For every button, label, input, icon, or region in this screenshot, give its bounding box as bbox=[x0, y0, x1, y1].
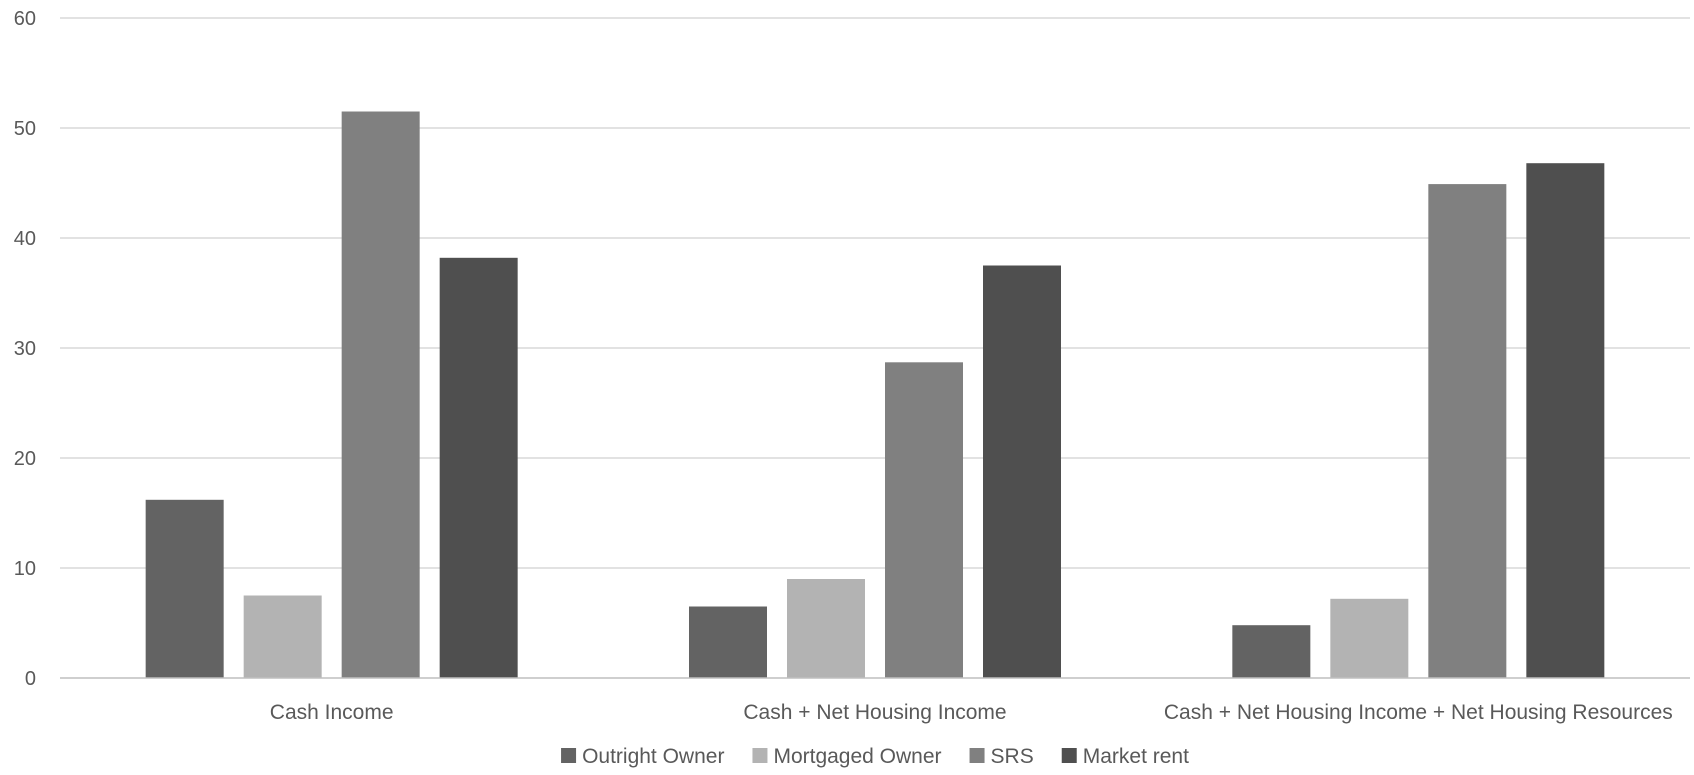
y-tick-label: 10 bbox=[14, 558, 36, 580]
bar-mortgaged-owner bbox=[243, 595, 322, 678]
x-axis-category-labels: Cash Income Cash + Net Housing Income Cash… bbox=[270, 701, 1673, 724]
bar-market-rent bbox=[983, 265, 1061, 678]
bar-market-rent bbox=[1526, 163, 1605, 678]
legend-swatch bbox=[561, 748, 577, 763]
legend: Outright Owner Mortgaged Owner SRS Market r… bbox=[561, 745, 1189, 768]
y-tick-label: 50 bbox=[14, 118, 36, 140]
bar-outright-owner bbox=[145, 499, 224, 678]
y-tick-label: 20 bbox=[14, 448, 36, 470]
y-tick-label: 40 bbox=[14, 228, 36, 250]
x-category-label: Cash + Net Housing Income + Net Housing … bbox=[1164, 701, 1673, 724]
x-category-label: Cash Income bbox=[270, 701, 394, 724]
bar-outright-owner bbox=[1232, 625, 1311, 678]
bars bbox=[145, 111, 1605, 678]
bar-outright-owner bbox=[689, 606, 767, 678]
bar-mortgaged-owner bbox=[787, 579, 865, 678]
legend-label: SRS bbox=[991, 745, 1034, 768]
legend-label: Mortgaged Owner bbox=[773, 745, 941, 768]
bar-srs bbox=[1428, 184, 1507, 678]
gridlines bbox=[60, 17, 1690, 569]
y-tick-label: 30 bbox=[14, 338, 36, 360]
legend-swatch bbox=[1061, 748, 1077, 763]
bar-mortgaged-owner bbox=[1330, 598, 1409, 678]
y-axis-ticks: 0 10 20 30 40 50 60 bbox=[14, 8, 36, 690]
bar-srs bbox=[885, 362, 963, 678]
legend-swatch bbox=[969, 748, 985, 763]
bar-market-rent bbox=[439, 257, 518, 678]
legend-label: Outright Owner bbox=[582, 745, 724, 768]
bar-srs bbox=[341, 111, 420, 678]
legend-label: Market rent bbox=[1083, 745, 1189, 768]
y-tick-label: 0 bbox=[25, 668, 36, 690]
y-tick-label: 60 bbox=[14, 8, 36, 30]
x-category-label: Cash + Net Housing Income bbox=[743, 701, 1006, 724]
legend-swatch bbox=[752, 748, 768, 763]
